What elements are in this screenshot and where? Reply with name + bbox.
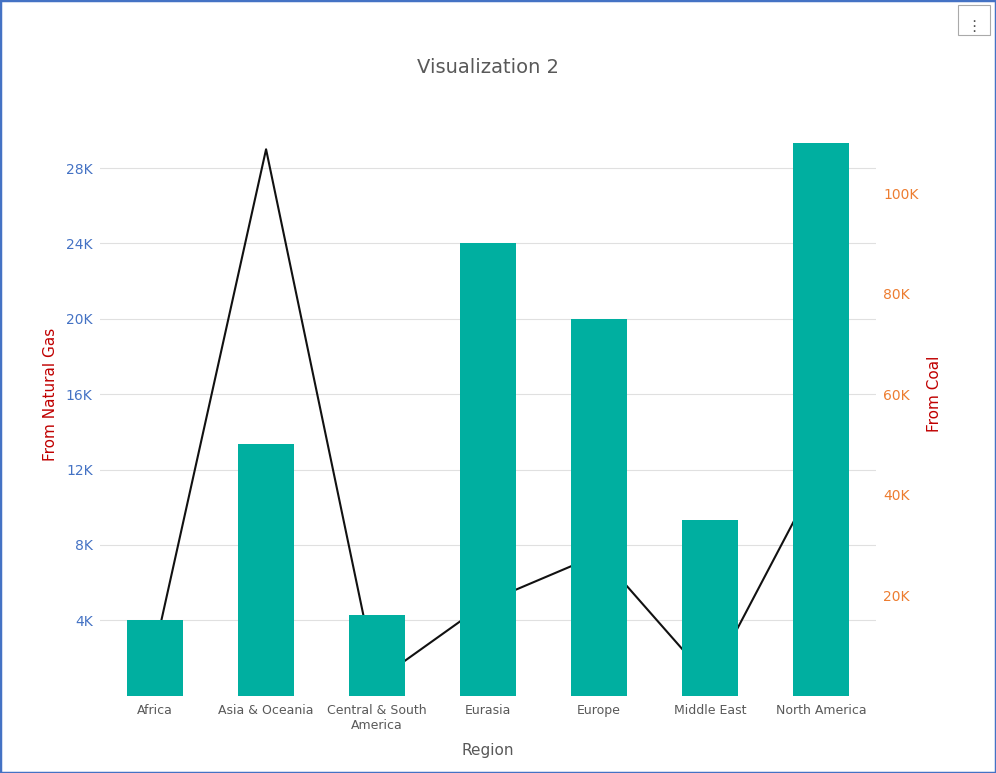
- Bar: [793, 143, 849, 696]
- Bar: [682, 519, 738, 696]
- Bar: [127, 620, 183, 696]
- Bar: [238, 444, 294, 696]
- Y-axis label: From Natural Gas: From Natural Gas: [43, 328, 58, 461]
- Y-axis label: From Coal: From Coal: [927, 356, 942, 432]
- Bar: [350, 615, 404, 696]
- Bar: [460, 243, 516, 696]
- Bar: [572, 318, 626, 696]
- Title: Visualization 2: Visualization 2: [417, 58, 559, 77]
- Text: ⋮: ⋮: [966, 19, 982, 33]
- X-axis label: Region: Region: [462, 743, 514, 758]
